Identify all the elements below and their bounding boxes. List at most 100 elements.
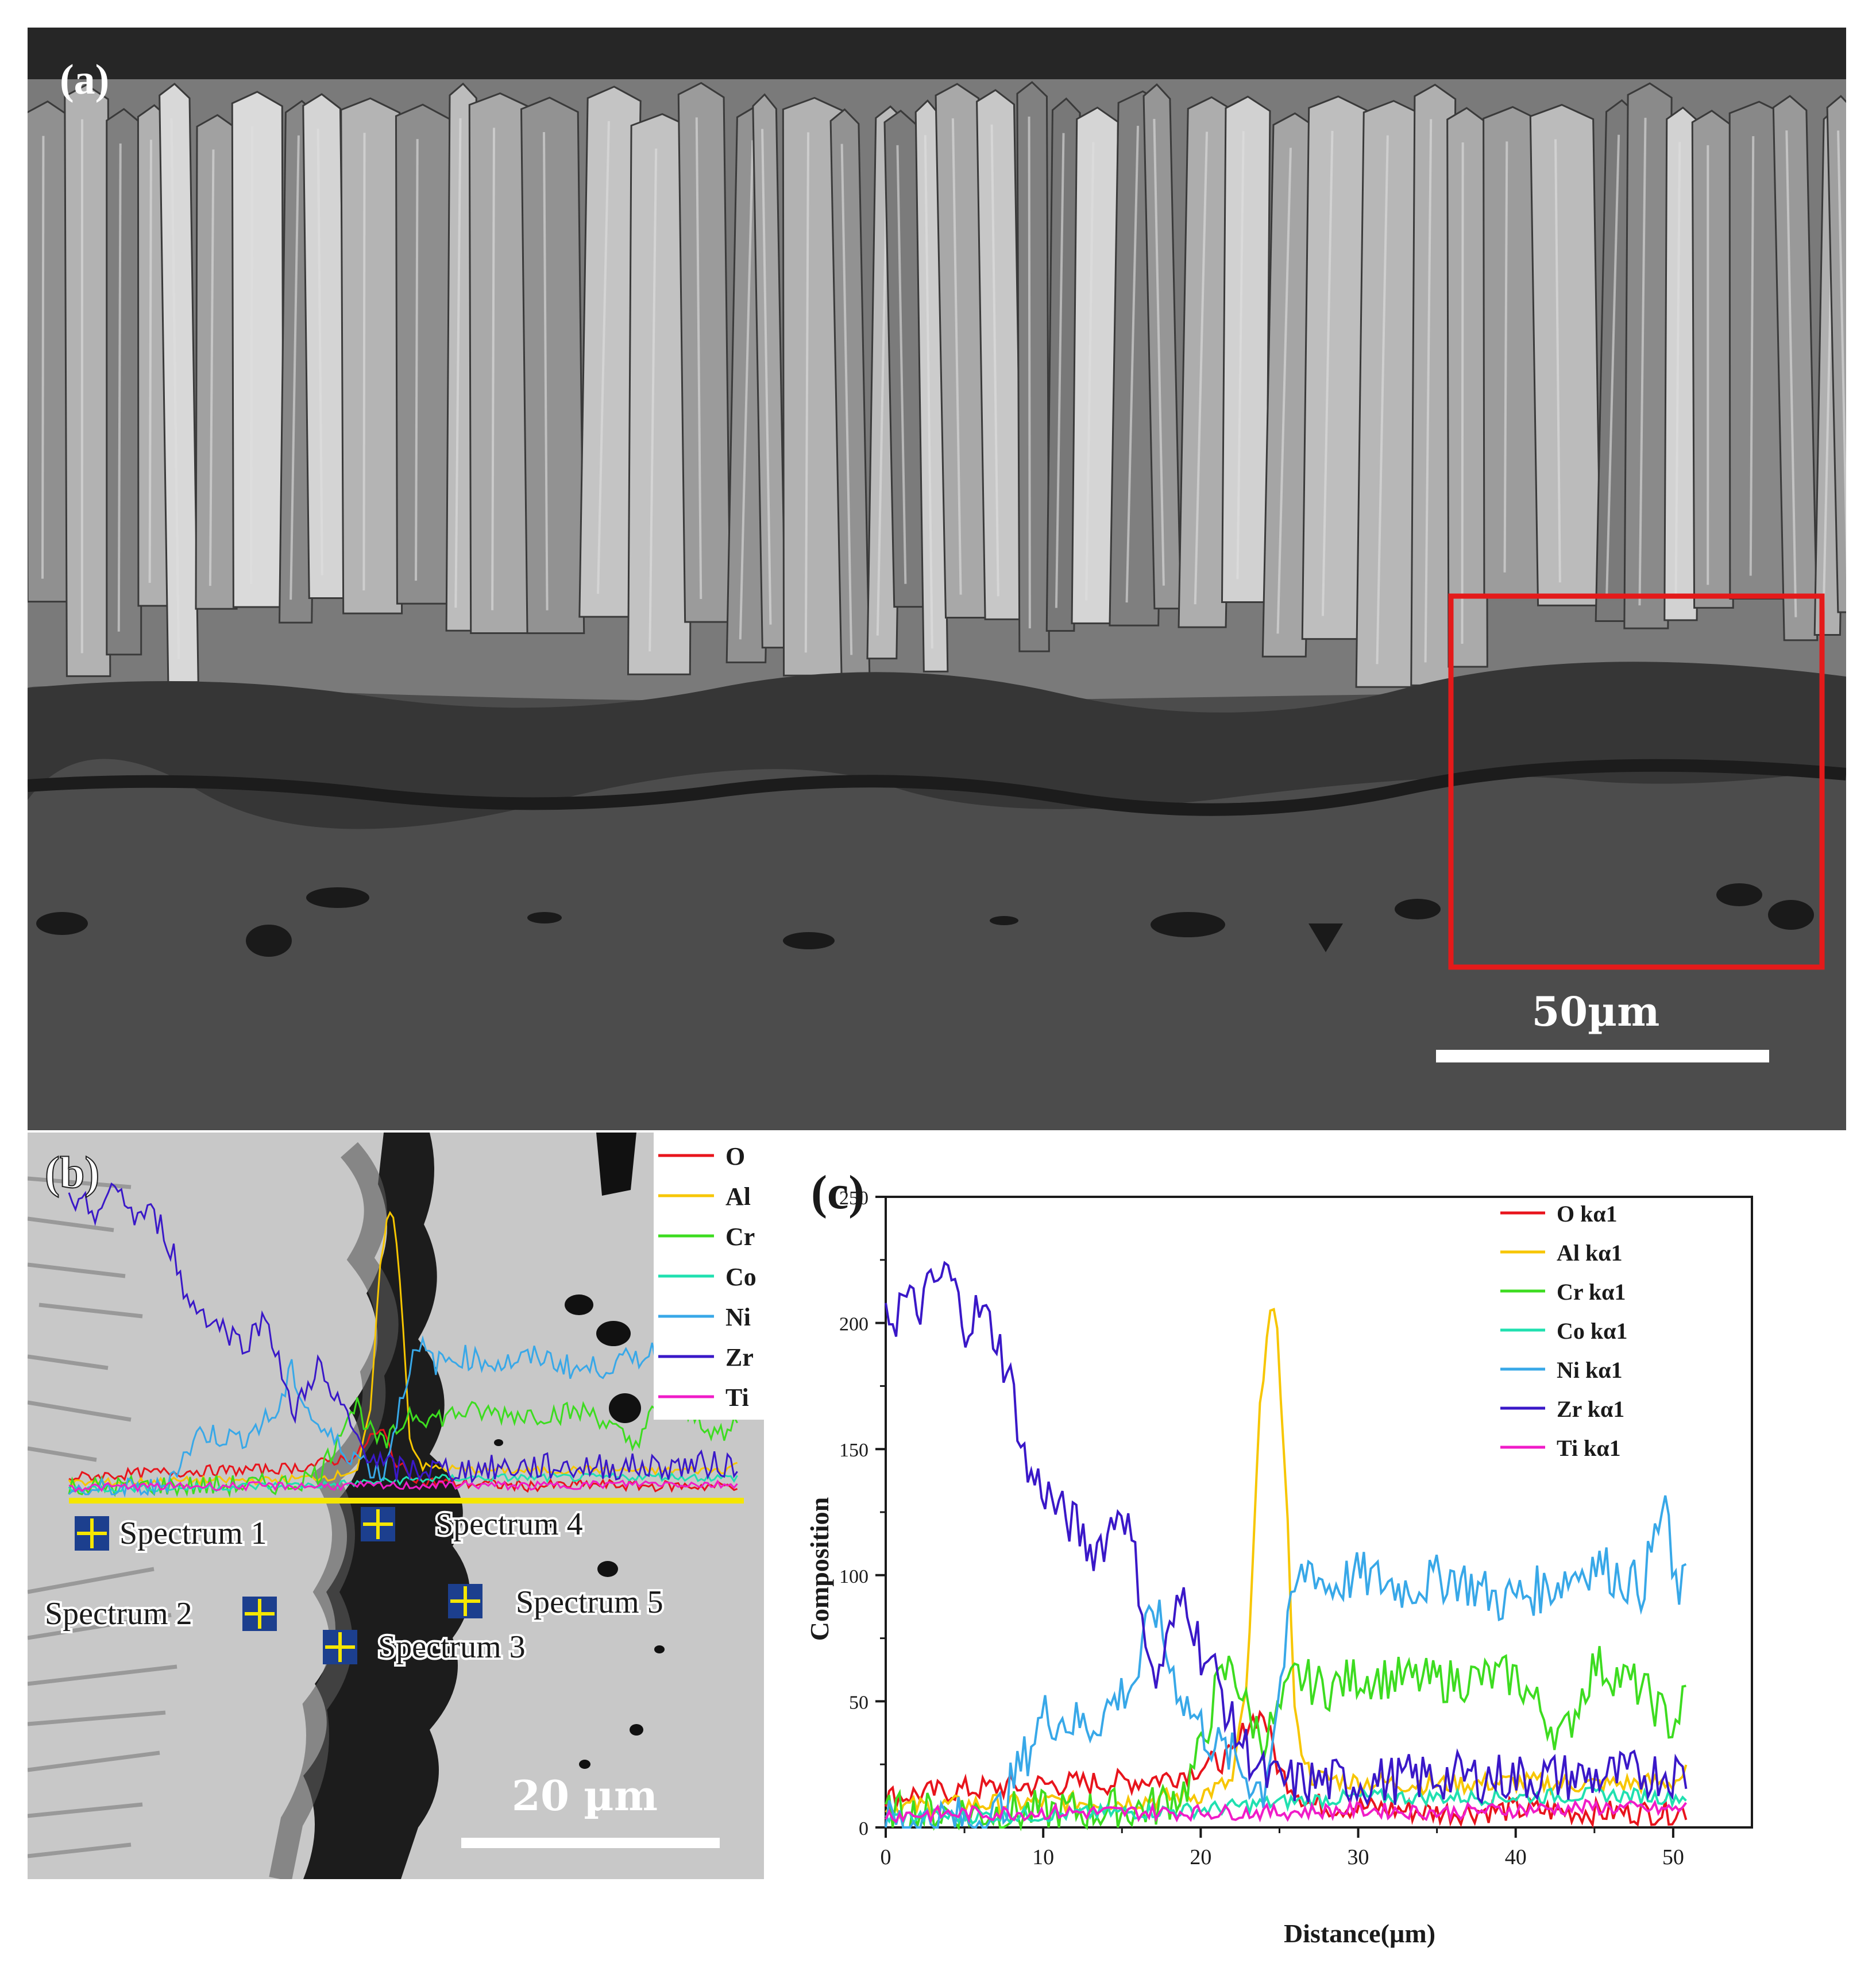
- panel-b-scale-bar: [461, 1838, 720, 1848]
- coating-column: [395, 103, 452, 605]
- spectrum-marker: [75, 1516, 109, 1551]
- panel-c-chart: (c) 0 10 20 30 40 50 0 50 100 150 200 250 O kα1 Al k…: [805, 1166, 1753, 1948]
- legend-entry: Co kα1: [1557, 1318, 1627, 1344]
- coating-column: [1772, 95, 1819, 641]
- overlay-trace: [68, 1472, 738, 1494]
- y-tick-label: 50: [849, 1692, 868, 1713]
- legend-entry: Ni kα1: [1557, 1357, 1623, 1383]
- coating-column: [231, 91, 284, 608]
- coating-column: [520, 96, 585, 635]
- coating-column: [1071, 106, 1119, 624]
- legend-entry: Al: [725, 1182, 751, 1211]
- panel-b-scale-bar-label: 20 µm: [512, 1771, 658, 1820]
- spectrum-label: Spectrum 4: [435, 1506, 583, 1542]
- panel-c-label: (c): [811, 1166, 864, 1219]
- coating-column: [1016, 81, 1050, 652]
- coating-column: [1623, 82, 1673, 629]
- pore-specks: [494, 1133, 665, 1769]
- coating-column: [1355, 100, 1425, 688]
- legend-entry: O kα1: [1557, 1201, 1618, 1227]
- legend-entry: Co: [725, 1263, 756, 1291]
- x-axis-label: Distance(µm): [1284, 1919, 1435, 1948]
- coating-column: [1178, 96, 1236, 628]
- y-tick-label: 150: [839, 1440, 868, 1461]
- x-tick-label: 20: [1190, 1845, 1211, 1869]
- coating-column: [976, 88, 1024, 620]
- overlay-trace: [68, 1211, 738, 1487]
- spectrum-label: Spectrum 2: [45, 1596, 192, 1632]
- spectrum-marker: [361, 1507, 395, 1541]
- series-line: [885, 1646, 1686, 1831]
- coating-column: [1045, 97, 1081, 632]
- legend-entry: Ti kα1: [1557, 1435, 1621, 1461]
- x-tick-label: 40: [1505, 1845, 1527, 1869]
- coating-column: [468, 92, 534, 634]
- y-tick-label: 100: [839, 1566, 868, 1587]
- panel-b-micrograph: Spectrum 1 Spectrum 2 Spectrum 3 Spectru…: [28, 1133, 764, 1879]
- coating-column: [935, 83, 990, 619]
- series-line: [885, 1798, 1687, 1824]
- series-line: [885, 1495, 1687, 1829]
- coating-column: [302, 93, 348, 600]
- y-tick-label: 250: [839, 1188, 868, 1209]
- legend-entry: Ni: [725, 1303, 751, 1331]
- overlay-trace: [68, 1182, 738, 1484]
- panel-a-scale-bar: [1436, 1050, 1769, 1062]
- overlay-trace: [68, 1307, 738, 1498]
- y-tick-label: 0: [859, 1818, 868, 1839]
- line-scan-overlay: [68, 1182, 738, 1498]
- spectrum-marker: [448, 1584, 482, 1618]
- panel-a-label: (a): [60, 56, 109, 103]
- scan-line: [69, 1498, 744, 1504]
- coating-column: [752, 93, 787, 649]
- coating-column: [64, 83, 111, 677]
- series-line: [885, 1308, 1688, 1820]
- coating-column: [445, 82, 477, 632]
- overlay-trace: [68, 1479, 738, 1493]
- coating-column: [1446, 107, 1488, 668]
- y-tick-label: 200: [839, 1314, 868, 1335]
- bond-coat-band: [28, 662, 1846, 829]
- y-axis-label: Composition: [805, 1497, 834, 1641]
- legend-entry: Al kα1: [1557, 1240, 1623, 1266]
- spectrum-label: Spectrum 5: [516, 1584, 663, 1620]
- x-tick-label: 30: [1348, 1845, 1369, 1869]
- coating-column: [340, 97, 403, 615]
- columnar-coating: [28, 79, 1846, 702]
- coating-column: [1142, 83, 1182, 610]
- coating-column: [627, 113, 694, 675]
- spectrum-label: Spectrum 1: [119, 1516, 267, 1551]
- oxide-band: [303, 1133, 470, 1879]
- series-line: [885, 1261, 1688, 1807]
- x-tick-label: 50: [1662, 1845, 1684, 1869]
- coating-column: [883, 109, 928, 608]
- panel-c-legend: O kα1 Al kα1 Cr kα1 Co kα1 Ni kα1 Zr kα1 Ti kα…: [1500, 1201, 1627, 1461]
- series-line: [885, 1786, 1687, 1827]
- legend-entry: O: [725, 1142, 745, 1170]
- coating-column: [1663, 106, 1700, 621]
- legend-entry: Ti: [725, 1383, 749, 1412]
- legend-entry: Zr kα1: [1557, 1396, 1624, 1422]
- coating-column: [28, 100, 71, 603]
- coating-column: [1826, 95, 1846, 613]
- x-tick-label: 0: [881, 1845, 891, 1869]
- legend-entry: Cr kα1: [1557, 1279, 1626, 1305]
- panel-b-label: (b): [45, 1147, 99, 1197]
- coating-column: [578, 86, 642, 618]
- panel-a-micrograph: (a) 50µm: [28, 28, 1846, 1130]
- spectrum-label: Spectrum 3: [378, 1629, 526, 1665]
- legend-entry: Cr: [725, 1223, 755, 1251]
- x-tick-label: 10: [1032, 1845, 1054, 1869]
- region-of-interest-box: [1448, 593, 1825, 970]
- panel-b-legend: O Al Cr Co Ni Zr Ti: [654, 1133, 764, 1420]
- coating-column: [1691, 110, 1734, 609]
- pore-band: [36, 883, 1814, 957]
- coating-column: [1301, 95, 1369, 640]
- spectrum-marker: [323, 1630, 357, 1664]
- coating-column: [195, 114, 239, 610]
- coating-column: [1529, 103, 1602, 606]
- legend-entry: Zr: [725, 1343, 754, 1371]
- coating-column: [106, 108, 142, 656]
- lamellar-region: [28, 1176, 177, 1858]
- panel-a-scale-bar-label: 50µm: [1532, 988, 1660, 1035]
